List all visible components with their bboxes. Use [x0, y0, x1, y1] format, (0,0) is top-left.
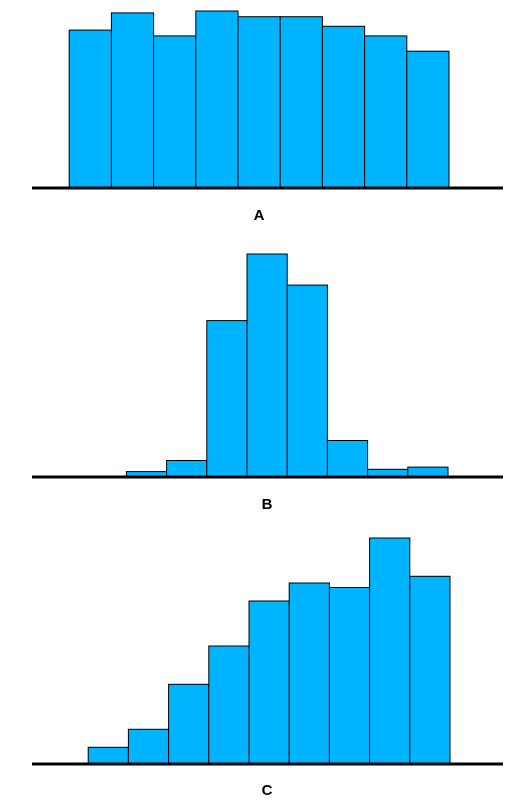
chart-c-bar-9	[409, 575, 451, 764]
chart-c-bar-5	[248, 600, 290, 764]
chart-c-bars	[87, 537, 451, 764]
chart-c-bar-1	[87, 746, 129, 764]
chart-b: B	[32, 253, 503, 513]
chart-b-bar-8	[367, 468, 409, 477]
chart-b-bar-5	[246, 253, 288, 477]
chart-a-bars	[68, 10, 450, 188]
chart-c-bar-6	[288, 582, 330, 764]
chart-c-bar-7	[328, 587, 371, 764]
chart-c-bar-3	[168, 683, 210, 764]
chart-c-caption: C	[262, 782, 273, 799]
chart-a-bar-8	[364, 35, 408, 188]
chart-a-bar-7	[321, 25, 366, 188]
chart-a-bar-9	[406, 50, 450, 188]
chart-b-bar-2	[125, 471, 168, 477]
chart-b-bar-7	[326, 440, 369, 477]
chart-a-bar-5	[237, 16, 281, 188]
chart-c: C	[32, 537, 503, 799]
chart-b-caption: B	[262, 496, 273, 513]
chart-b-bar-6	[286, 284, 328, 477]
chart-a-bar-2	[110, 12, 155, 188]
chart-a-bar-4	[195, 10, 239, 188]
chart-c-bar-4	[208, 645, 250, 764]
chart-a-caption: A	[254, 207, 265, 224]
chart-b-bars	[125, 253, 449, 477]
chart-c-bar-2	[127, 728, 170, 764]
chart-b-bar-3	[166, 460, 208, 477]
chart-a-bar-1	[68, 29, 112, 188]
chart-c-bar-8	[369, 537, 411, 764]
chart-a-bar-3	[153, 35, 197, 188]
chart-b-bar-4	[206, 320, 248, 477]
chart-a-bar-6	[279, 16, 323, 188]
chart-a: A	[32, 10, 503, 224]
chart-b-bar-9	[407, 466, 449, 477]
